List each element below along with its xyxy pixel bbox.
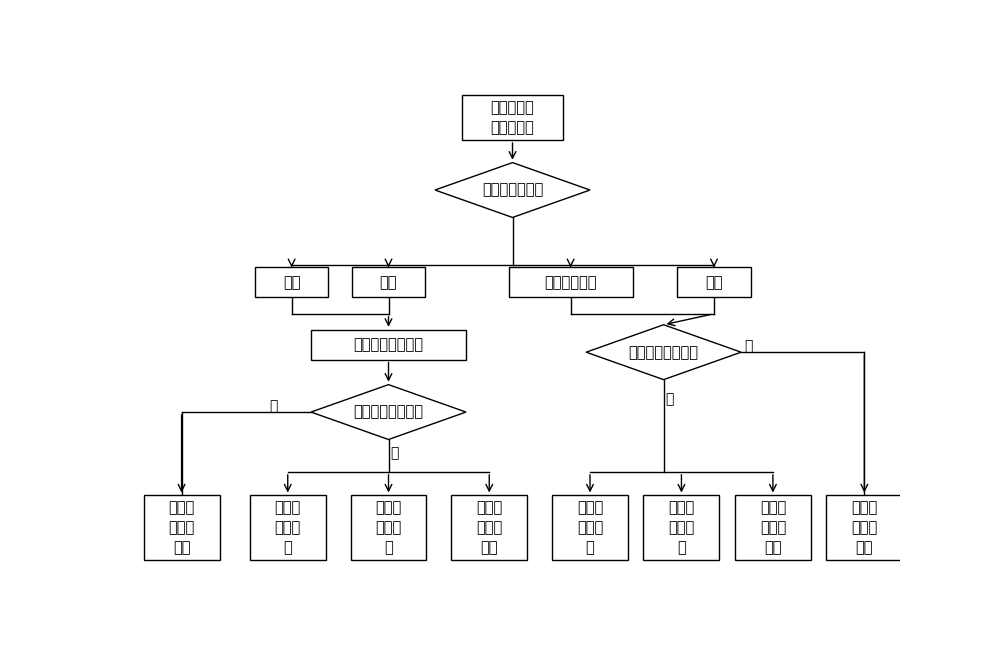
Text: 否: 否 xyxy=(745,339,753,353)
FancyBboxPatch shape xyxy=(677,268,751,297)
Polygon shape xyxy=(311,385,466,439)
FancyBboxPatch shape xyxy=(462,95,563,140)
FancyBboxPatch shape xyxy=(352,268,425,297)
Text: 室内机接收
到化霜信号: 室内机接收 到化霜信号 xyxy=(491,100,534,135)
Text: 是: 是 xyxy=(666,393,674,406)
FancyBboxPatch shape xyxy=(735,495,811,561)
FancyBboxPatch shape xyxy=(311,330,466,360)
Text: 制热: 制热 xyxy=(283,275,300,290)
FancyBboxPatch shape xyxy=(250,495,326,561)
FancyBboxPatch shape xyxy=(451,495,527,561)
FancyBboxPatch shape xyxy=(643,495,719,561)
FancyBboxPatch shape xyxy=(351,495,426,561)
FancyBboxPatch shape xyxy=(255,268,328,297)
Text: 扫风板
到目标
角度: 扫风板 到目标 角度 xyxy=(476,500,502,555)
Text: 风机到
目标转
速: 风机到 目标转 速 xyxy=(577,500,603,555)
Polygon shape xyxy=(435,163,590,218)
FancyBboxPatch shape xyxy=(552,495,628,561)
Text: 是否执行极速化霜: 是否执行极速化霜 xyxy=(354,404,424,419)
Text: 送风: 送风 xyxy=(380,275,397,290)
Text: 否: 否 xyxy=(270,399,278,413)
FancyBboxPatch shape xyxy=(144,495,220,561)
Text: 常规化
霜方式
处理: 常规化 霜方式 处理 xyxy=(851,500,877,555)
Text: 开启辅
助电加
热: 开启辅 助电加 热 xyxy=(375,500,402,555)
Text: 开启辅
助电加
热: 开启辅 助电加 热 xyxy=(668,500,695,555)
Text: 判断室内机状态: 判断室内机状态 xyxy=(482,183,543,198)
FancyBboxPatch shape xyxy=(826,495,902,561)
Text: 按照开机状态处理: 按照开机状态处理 xyxy=(354,337,424,353)
Text: 是否执行极速化霜: 是否执行极速化霜 xyxy=(629,345,699,360)
FancyBboxPatch shape xyxy=(509,268,633,297)
Text: 扫风板
到目标
角度: 扫风板 到目标 角度 xyxy=(760,500,786,555)
Polygon shape xyxy=(586,325,741,380)
Text: 是: 是 xyxy=(391,446,399,461)
Text: 关机: 关机 xyxy=(705,275,723,290)
Text: 到温度点停机: 到温度点停机 xyxy=(544,275,597,290)
Text: 常规化
霜方式
处理: 常规化 霜方式 处理 xyxy=(168,500,195,555)
Text: 风机到
目标转
速: 风机到 目标转 速 xyxy=(275,500,301,555)
